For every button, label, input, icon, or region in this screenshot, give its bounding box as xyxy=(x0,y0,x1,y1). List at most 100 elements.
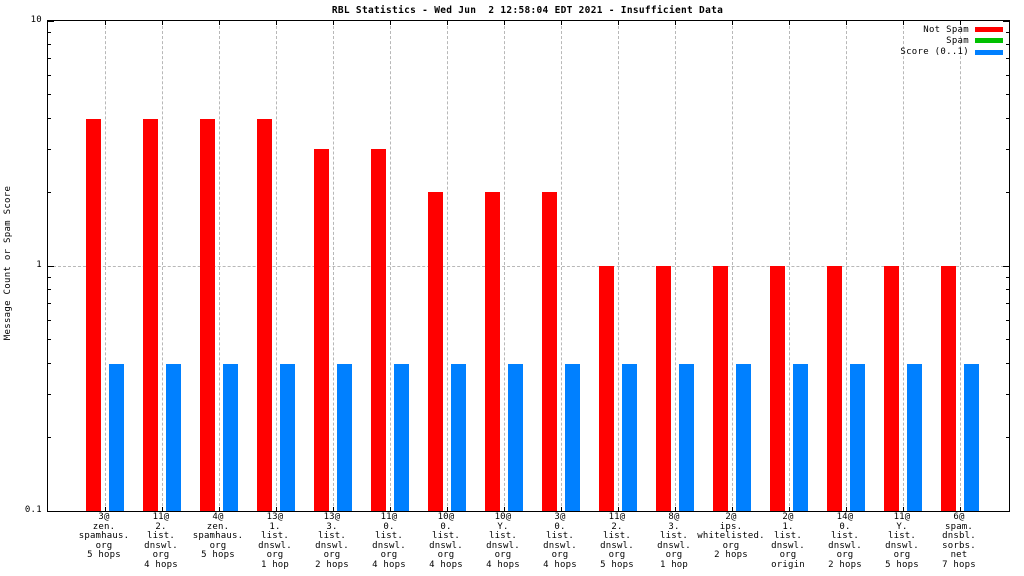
bar-not-spam xyxy=(884,266,899,511)
x-category-label-line: 5 hops xyxy=(600,559,634,570)
y-major-tick xyxy=(48,20,54,22)
x-category-label-line: zen. xyxy=(206,521,230,532)
x-category-label-line: org xyxy=(323,550,341,560)
bar-score-0-1- xyxy=(166,363,181,511)
bar-not-spam xyxy=(827,266,842,511)
x-category-label-line: 4 hops xyxy=(372,559,406,570)
x-category-label-line: 7 hops xyxy=(942,559,976,570)
bar-score-0-1- xyxy=(793,363,808,511)
x-tick xyxy=(504,507,505,511)
x-tick xyxy=(390,21,391,25)
x-tick xyxy=(789,21,790,25)
bar-score-0-1- xyxy=(223,363,238,511)
x-category-label-line: 4 hops xyxy=(429,559,463,570)
legend-row: Score (0..1) xyxy=(900,47,1003,58)
bar-not-spam xyxy=(371,149,386,511)
x-category-label-line: dnswl. xyxy=(315,540,349,551)
x-tick xyxy=(960,507,961,511)
x-category-label-line: dnswl. xyxy=(828,540,862,551)
y-minor-tick xyxy=(48,339,51,341)
legend-row: Not Spam xyxy=(900,24,1003,35)
bar-not-spam xyxy=(143,118,158,511)
x-category-label-line: 4 hops xyxy=(144,559,178,570)
x-category-label: 13@ 1. list. dnswl. org 1 hop xyxy=(233,512,317,570)
legend-swatch xyxy=(975,49,1003,55)
x-category-label: 6@ spam. dnsbl. sorbs. net 7 hops xyxy=(917,512,1001,570)
x-category-label: 2@ ips. whitelisted. org 2 hops xyxy=(689,512,773,561)
x-tick xyxy=(219,507,220,511)
y-minor-tick xyxy=(1006,393,1009,395)
x-category-label-line: 13@ xyxy=(266,512,284,522)
x-category-label-line: 4 hops xyxy=(543,559,577,570)
x-tick xyxy=(618,507,619,511)
x-category-label-line: list. xyxy=(659,531,689,541)
y-minor-tick xyxy=(48,289,51,291)
x-category-label-line: 1. xyxy=(269,521,281,532)
x-category-label-line: dnswl. xyxy=(429,540,463,551)
bar-not-spam xyxy=(428,192,443,511)
x-category-label-line: 0. xyxy=(383,521,395,532)
x-category-label-line: list. xyxy=(146,531,176,541)
x-category-label-line: list. xyxy=(602,531,632,541)
x-category-label-line: dnswl. xyxy=(543,540,577,551)
y-major-tick xyxy=(1003,510,1009,512)
x-category-label-line: dnswl. xyxy=(657,540,691,551)
x-tick xyxy=(276,21,277,25)
y-minor-tick xyxy=(48,148,51,150)
x-category-label-line: dnswl. xyxy=(771,540,805,551)
x-category-label-line: Y. xyxy=(497,521,509,532)
x-category-label-line: org xyxy=(266,550,284,560)
y-minor-tick xyxy=(1006,276,1009,278)
x-category-label-line: 10@ xyxy=(437,512,455,522)
x-category-label-line: 6@ xyxy=(953,512,965,522)
legend-row: Spam xyxy=(900,35,1003,46)
y-minor-tick xyxy=(1006,319,1009,321)
y-major-tick xyxy=(1003,20,1009,22)
bar-not-spam xyxy=(713,266,728,511)
x-category-label-line: 3@ xyxy=(98,512,110,522)
x-tick xyxy=(675,21,676,25)
x-category-label-line: 1. xyxy=(782,521,794,532)
x-tick xyxy=(390,507,391,511)
y-minor-tick xyxy=(48,303,51,305)
y-minor-tick xyxy=(48,117,51,119)
x-category-label-line: 1 hop xyxy=(260,559,290,570)
x-category-label-line: 0. xyxy=(554,521,566,532)
bar-not-spam xyxy=(314,149,329,511)
bar-score-0-1- xyxy=(565,363,580,511)
x-category-label-line: zen. xyxy=(92,521,116,532)
x-category-label-line: 2 hops xyxy=(315,559,349,570)
x-category-label-line: list. xyxy=(260,531,290,541)
y-minor-tick xyxy=(1006,436,1009,438)
bar-not-spam xyxy=(770,266,785,511)
x-category-label-line: org xyxy=(95,540,113,551)
x-category-label-line: 2@ xyxy=(782,512,794,522)
bar-not-spam xyxy=(86,118,101,511)
x-category-label: 2@ 1. list. dnswl. org origin xyxy=(746,512,830,570)
y-minor-tick xyxy=(48,319,51,321)
y-minor-tick xyxy=(48,276,51,278)
x-tick xyxy=(105,507,106,511)
x-category-label-line: net xyxy=(950,550,968,560)
x-category-label-line: 5 hops xyxy=(201,550,235,560)
y-minor-tick xyxy=(1006,148,1009,150)
y-minor-tick xyxy=(1006,289,1009,291)
y-minor-tick xyxy=(48,58,51,60)
x-category-label: 11@ 2. list. dnswl. org 4 hops xyxy=(119,512,203,570)
x-category-label-line: org xyxy=(836,550,854,560)
x-category-label-line: 5 hops xyxy=(885,559,919,570)
x-category-label-line: org xyxy=(893,550,911,560)
y-minor-tick xyxy=(1006,117,1009,119)
x-category-label: 10@ 0. list. dnswl. org 4 hops xyxy=(404,512,488,570)
x-category-label: 11@ 0. list. dnswl. org 4 hops xyxy=(347,512,431,570)
x-category-label-line: 3. xyxy=(326,521,338,532)
bar-score-0-1- xyxy=(337,363,352,511)
x-category-label-line: spam. xyxy=(944,521,974,532)
y-minor-tick xyxy=(1006,31,1009,33)
x-tick xyxy=(960,21,961,25)
y-major-tick xyxy=(48,510,54,512)
x-tick xyxy=(447,507,448,511)
x-category-label-line: spamhaus. xyxy=(78,531,130,541)
y-major-tick xyxy=(48,265,54,267)
